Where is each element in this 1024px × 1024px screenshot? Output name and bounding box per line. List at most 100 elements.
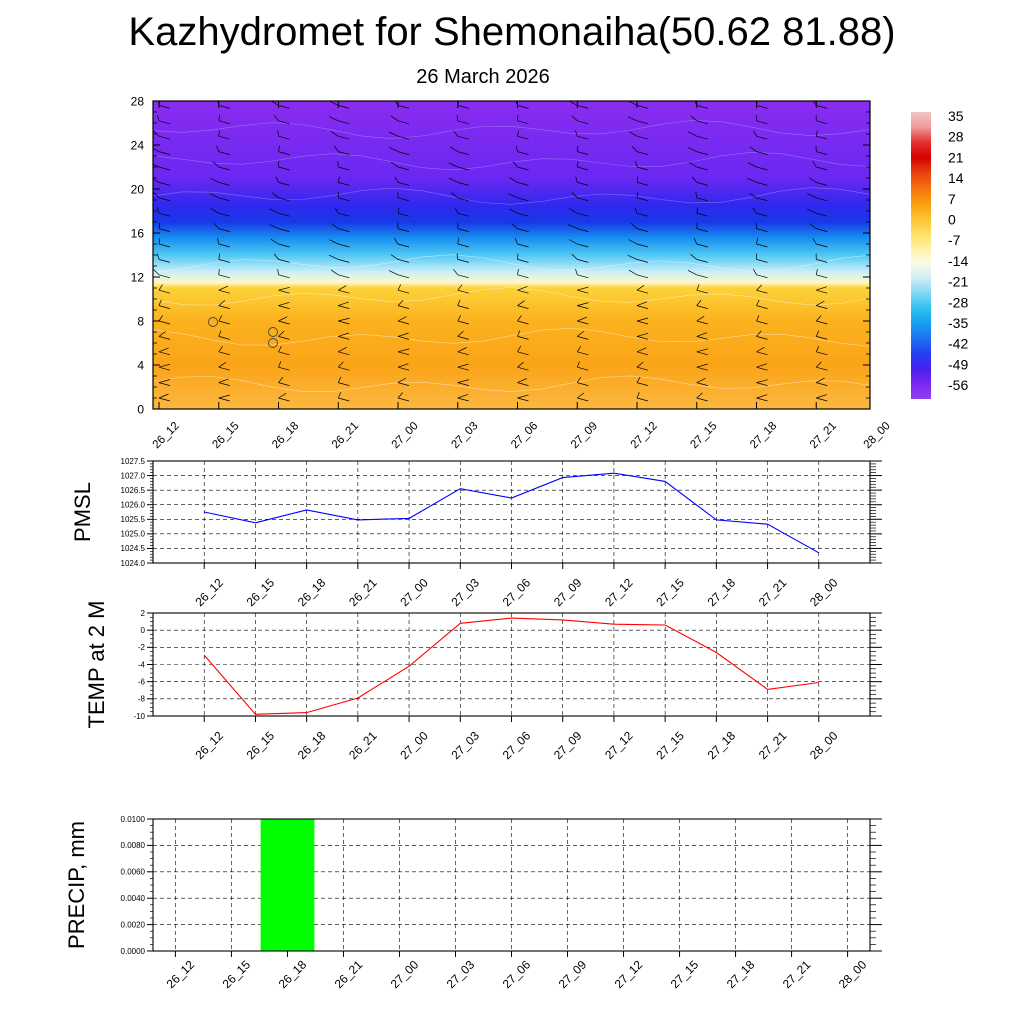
wind-barb [397, 299, 404, 306]
wind-barb [756, 379, 768, 383]
wind-barb-flag [397, 105, 410, 109]
wind-barb [812, 238, 817, 245]
x-tick-label: 27_18 [748, 420, 779, 451]
wind-barb [448, 177, 458, 183]
wind-barb-flag [158, 182, 171, 186]
wind-barb [517, 394, 529, 399]
x-tick-label: 27_12 [629, 420, 660, 451]
wind-barb-flag [756, 382, 768, 386]
x-tick-label: 27_00 [397, 575, 431, 609]
wind-barb [749, 192, 757, 199]
wind-barb-flag [278, 320, 290, 325]
wind-barb-flag [636, 351, 649, 356]
wind-barb [338, 332, 350, 337]
wind-barb-flag [457, 120, 469, 125]
x-tick-label: 27_18 [705, 728, 739, 762]
wind-barb-flag [338, 382, 350, 386]
wind-barb-flag [577, 166, 589, 171]
wind-barb [696, 377, 706, 383]
wind-barb-flag [457, 382, 469, 386]
wind-barb [156, 253, 160, 260]
wind-barb-flag [517, 274, 529, 279]
wind-barb [816, 377, 825, 383]
wind-barb-flag [517, 259, 529, 263]
wind-barb [457, 284, 463, 291]
wind-barb [631, 223, 638, 229]
x-tick-label: 27_06 [509, 420, 540, 451]
wind-barb-flag [636, 382, 649, 386]
wind-barb [337, 392, 342, 399]
wind-barb [815, 315, 822, 322]
calm-wind-circle [268, 338, 278, 348]
wind-barb-flag [338, 135, 350, 140]
y-tick-label: 0.0060 [121, 868, 146, 877]
wind-barb [628, 131, 638, 137]
x-tick-label: 27_12 [612, 957, 646, 991]
wind-barb-flag [278, 135, 290, 140]
x-tick-label: 27_00 [397, 728, 431, 762]
wind-barb-flag [577, 120, 589, 125]
wind-barb [576, 346, 582, 352]
contour-line [153, 375, 870, 392]
wind-barb [390, 161, 399, 168]
wind-barb-flag [577, 289, 589, 294]
wind-barb-flag [636, 228, 649, 232]
wind-barb-flag [278, 182, 290, 186]
wind-barb-flag [397, 120, 410, 125]
wind-barb [394, 176, 399, 183]
wind-barb [517, 286, 528, 291]
wind-barb [815, 268, 818, 275]
wind-barb-flag [756, 305, 768, 309]
wind-barb-flag [278, 397, 290, 402]
x-tick-label: 27_15 [653, 575, 687, 609]
wind-barb [634, 207, 638, 214]
wind-barb-flag [158, 366, 171, 371]
wind-barb-flag [756, 135, 768, 140]
wind-barb [627, 116, 638, 122]
wind-barb [273, 253, 279, 260]
wind-barb-flag [517, 336, 529, 340]
wind-barb-flag [816, 366, 828, 371]
wind-barb [330, 269, 339, 276]
wind-barb [337, 361, 344, 368]
wind-barb-flag [218, 320, 230, 325]
colorbar-label: -28 [948, 294, 968, 310]
wind-barb-flag [517, 182, 529, 186]
x-tick-label: 26_15 [244, 728, 278, 762]
x-tick-label: 27_21 [756, 575, 790, 609]
wind-barb [693, 238, 698, 245]
wind-barb-flag [756, 289, 768, 294]
wind-barb [690, 254, 697, 260]
contour-lines [153, 120, 870, 392]
y-tick-label: 28 [131, 95, 145, 109]
wind-barb [388, 146, 399, 152]
wind-barb [158, 238, 161, 245]
wind-barb-flag [218, 274, 230, 279]
x-tick-label: 26_21 [330, 420, 361, 451]
wind-barb-flag [457, 197, 469, 202]
wind-barb [696, 284, 700, 291]
wind-barb [577, 331, 585, 337]
y-tick-label: -2 [138, 643, 146, 652]
wind-barb-flag [756, 151, 768, 155]
y-tick-label: 0.0080 [121, 841, 146, 850]
y-tick-label: 0.0020 [121, 920, 146, 929]
wind-barb-flag [338, 336, 350, 340]
wind-barb-flag [816, 135, 828, 140]
wind-barb [397, 377, 407, 383]
wind-barb-flag [457, 135, 469, 140]
wind-barb-flag [278, 336, 290, 340]
wind-barb [812, 161, 817, 168]
wind-barb-flag [756, 166, 768, 171]
wind-barb-flag [636, 105, 649, 109]
wind-barb [217, 238, 220, 245]
wind-barb [397, 348, 410, 353]
wind-barb-flag [756, 105, 768, 109]
wind-barb [636, 285, 645, 291]
wind-barb [695, 191, 698, 198]
wind-barb-flag [338, 197, 350, 202]
wind-barb-flag [397, 382, 410, 386]
wind-barb-flag [158, 259, 171, 263]
wind-barb [457, 394, 469, 399]
wind-barb-flag [756, 320, 768, 325]
